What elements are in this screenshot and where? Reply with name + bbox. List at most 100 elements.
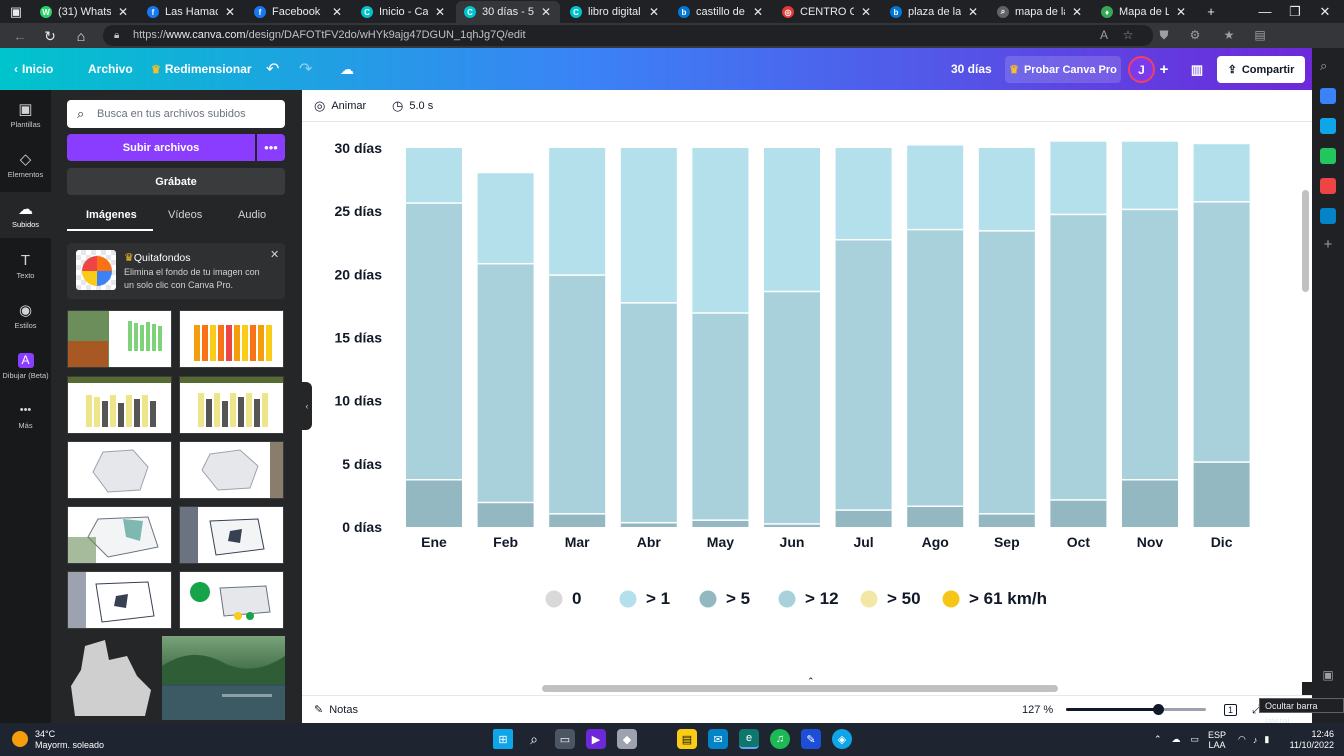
store-icon[interactable]: ▤ xyxy=(677,729,697,749)
battery-icon[interactable]: ▭ xyxy=(1190,734,1200,744)
notes-button[interactable]: ✎ Notas xyxy=(314,696,358,723)
browser-tab[interactable]: C Inicio - Canva ✕ xyxy=(353,1,454,23)
favorite-add-icon[interactable]: ☆ xyxy=(1122,28,1134,42)
rail-item-templates[interactable]: ▣ Plantillas xyxy=(0,92,51,138)
tray-chevron-icon[interactable]: ⌃ xyxy=(1154,734,1162,744)
hide-sidebar-icon[interactable]: ▣ xyxy=(1322,668,1334,682)
clock[interactable]: 12:46 11/10/2022 xyxy=(1290,723,1334,756)
rail-item-text[interactable]: T Texto xyxy=(0,243,51,289)
close-tab-icon[interactable]: ✕ xyxy=(1175,5,1187,19)
app-icon[interactable]: ◈ xyxy=(832,729,852,749)
shopping-icon[interactable] xyxy=(1320,88,1336,104)
start-icon[interactable]: ⊞ xyxy=(493,729,513,749)
user-avatar[interactable]: J xyxy=(1128,56,1155,83)
mail-icon[interactable]: ✉ xyxy=(708,729,728,749)
office-icon[interactable] xyxy=(1320,178,1336,194)
close-window-button[interactable]: ✕ xyxy=(1319,3,1331,19)
close-tab-icon[interactable]: ✕ xyxy=(434,5,446,19)
uploaded-image[interactable] xyxy=(67,571,172,629)
upload-files-button[interactable]: Subir archivos xyxy=(67,134,255,161)
zoom-slider-handle[interactable] xyxy=(1153,704,1165,715)
whiteboard-icon[interactable]: ✎ xyxy=(801,729,821,749)
browser-tab[interactable]: C 30 días - 534 × ✕ xyxy=(456,1,560,23)
close-tab-icon[interactable]: ✕ xyxy=(860,5,872,19)
vertical-scroll-thumb[interactable] xyxy=(1302,190,1309,292)
browser-tab[interactable]: b castillo de lama... ✕ xyxy=(670,1,772,23)
maximize-button[interactable]: ❐ xyxy=(1289,3,1301,19)
vertical-scrollbar[interactable] xyxy=(1299,122,1312,682)
teams-icon[interactable]: ▶ xyxy=(586,729,606,749)
new-tab-button[interactable]: + xyxy=(1207,4,1215,19)
spotify-icon[interactable]: ♫ xyxy=(770,729,790,749)
resize-button[interactable]: ♛ Redimensionar xyxy=(151,48,252,90)
try-pro-button[interactable]: ♛ Probar Canva Pro xyxy=(1005,56,1121,83)
add-sidebar-app-icon[interactable]: + xyxy=(1323,236,1333,253)
edge-icon[interactable]: e xyxy=(739,729,759,749)
games-icon[interactable] xyxy=(1320,148,1336,164)
cloud-save-icon[interactable]: ☁ xyxy=(340,60,354,77)
collections-icon[interactable]: ▤ xyxy=(1254,28,1266,42)
background-remover-promo[interactable]: ♛Quitafondos Elimina el fondo de tu imag… xyxy=(67,243,285,299)
language-indicator[interactable]: ESP LAA xyxy=(1208,723,1226,756)
back-button[interactable]: ← xyxy=(13,28,27,44)
favorites-icon[interactable]: ★ xyxy=(1223,28,1235,42)
uploaded-image[interactable] xyxy=(179,441,284,499)
close-tab-icon[interactable]: ✕ xyxy=(967,5,979,19)
insights-icon[interactable]: ▥ xyxy=(1190,61,1204,77)
outlook-icon[interactable] xyxy=(1320,208,1336,224)
weather-widget[interactable]: 34°C Mayorm. soleado xyxy=(12,729,104,751)
home-icon[interactable]: ⌂ xyxy=(76,28,86,44)
battery-status-icon[interactable]: ▮ xyxy=(1264,734,1270,744)
uploaded-image[interactable] xyxy=(67,310,172,368)
search-icon[interactable]: ⌕ xyxy=(530,730,538,747)
browser-tab[interactable]: ⌕ mapa de la ban... ✕ xyxy=(989,1,1091,23)
extensions-icon[interactable]: ⚙ xyxy=(1189,28,1201,42)
rail-item-draw[interactable]: A Dibujar (Beta) xyxy=(0,343,51,389)
stacked-bar-chart[interactable]: 0 días 5 días 10 días 15 días 20 días 25 días… xyxy=(302,122,1302,682)
share-button[interactable]: ⇪ Compartir xyxy=(1217,56,1305,83)
browser-tab[interactable]: W (31) WhatsApp ✕ xyxy=(32,1,137,23)
tab-audio[interactable]: Audio xyxy=(238,209,267,221)
volume-icon[interactable]: ♪ xyxy=(1252,734,1258,745)
uploaded-image[interactable] xyxy=(67,376,172,434)
search-input[interactable]: ⌕ Busca en tus archivos subidos xyxy=(67,100,285,128)
close-tab-icon[interactable]: ✕ xyxy=(117,5,129,19)
browser-tab[interactable]: f Facebook ✕ xyxy=(246,1,351,23)
onedrive-icon[interactable]: ☁ xyxy=(1171,734,1181,744)
design-canvas[interactable]: 0 días 5 días 10 días 15 días 20 días 25 días… xyxy=(302,122,1312,682)
rail-item-elements[interactable]: ◇ Elementos xyxy=(0,142,51,188)
browser-tab[interactable]: b plaza de la ban... ✕ xyxy=(882,1,987,23)
file-menu[interactable]: Archivo xyxy=(88,48,133,90)
collapse-panel-button[interactable]: ‹ xyxy=(302,382,312,430)
uploaded-image[interactable] xyxy=(179,310,284,368)
horizontal-scrollbar[interactable] xyxy=(302,682,1302,695)
uploaded-image[interactable] xyxy=(67,506,172,564)
close-icon[interactable]: ✕ xyxy=(270,249,280,261)
uploaded-image[interactable] xyxy=(67,636,157,720)
uploaded-image[interactable] xyxy=(67,441,172,499)
animate-button[interactable]: ◎ Animar xyxy=(314,90,366,122)
home-link[interactable]: ‹ Inicio xyxy=(14,48,53,90)
wifi-icon[interactable]: ◠ xyxy=(1238,734,1246,744)
uploaded-image[interactable] xyxy=(179,571,284,629)
browser-tab[interactable]: ◎ CENTRO CULTU... ✕ xyxy=(774,1,880,23)
page-count-button[interactable]: 1 xyxy=(1224,696,1238,723)
uploaded-image[interactable] xyxy=(179,506,284,564)
upload-more-button[interactable]: ••• xyxy=(257,134,285,161)
duration-button[interactable]: ◷ 5.0 s xyxy=(392,90,433,122)
fullscreen-icon[interactable]: ⤢ xyxy=(1252,702,1262,716)
rail-item-uploads[interactable]: ☁ Subidos xyxy=(0,192,51,238)
tab-videos[interactable]: Vídeos xyxy=(168,209,203,221)
extension-shield-icon[interactable]: ⛊ xyxy=(1159,27,1169,42)
redo-icon[interactable]: ↷ xyxy=(299,61,313,78)
read-aloud-icon[interactable]: A xyxy=(1099,28,1108,42)
browser-tab[interactable]: ♦ Mapa de La Ba... ✕ xyxy=(1093,1,1195,23)
close-tab-icon[interactable]: ✕ xyxy=(1071,5,1083,19)
url-field[interactable]: 🔒︎ https://www.canva.com/design/DAFOTtFV… xyxy=(103,25,1153,46)
zoom-value[interactable]: 127 % xyxy=(1022,703,1054,716)
close-tab-icon[interactable]: ✕ xyxy=(648,5,660,19)
close-tab-icon[interactable]: ✕ xyxy=(224,5,236,19)
rail-item-more[interactable]: ••• Más xyxy=(0,393,51,439)
tab-actions-icon[interactable]: ▣ xyxy=(9,3,23,19)
tab-images[interactable]: Imágenes xyxy=(86,209,137,221)
